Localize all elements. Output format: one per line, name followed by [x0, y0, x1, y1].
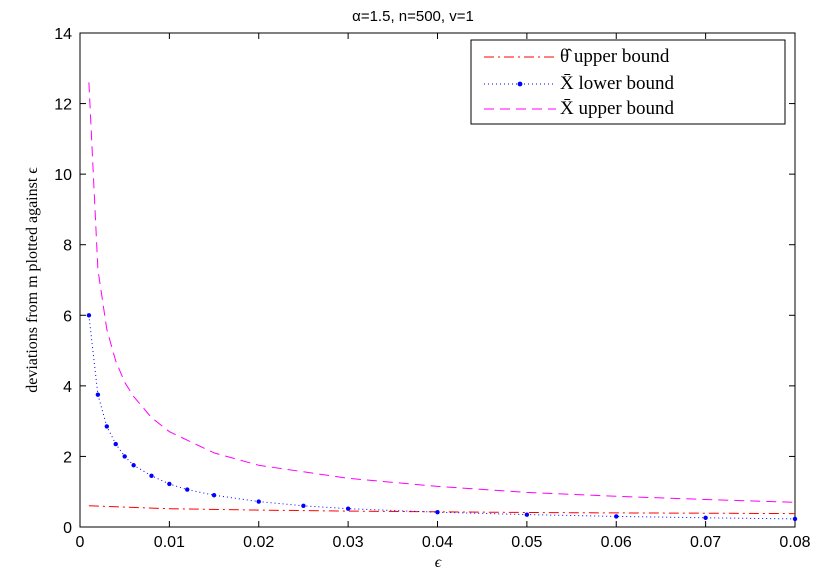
legend-marker-xbar-lower — [517, 81, 523, 87]
legend-box — [470, 39, 786, 125]
data-point-xbar-lower — [185, 487, 190, 492]
y-tick-label: 0 — [63, 520, 72, 537]
data-point-xbar-lower — [256, 499, 261, 504]
data-point-xbar-lower — [703, 515, 708, 521]
data-point-xbar-lower — [131, 463, 136, 468]
data-point-xbar-lower — [435, 509, 440, 515]
legend-label-xbar-upper: X̄ upper bound — [560, 98, 674, 119]
x-axis: 0 0.01 0.02 0.03 0.04 0.05 0.06 0.07 0.08 — [76, 33, 811, 551]
series-layer — [86, 82, 798, 522]
y-axis-label: deviations from m plotted against ϵ — [24, 167, 41, 393]
data-point-xbar-lower — [122, 454, 127, 459]
x-tick-label: 0.01 — [154, 534, 185, 551]
x-tick-label: 0.03 — [333, 534, 364, 551]
x-tick-label: 0.02 — [243, 534, 274, 551]
y-axis: 0 2 4 6 8 10 12 14 — [54, 26, 795, 537]
x-axis-label: ϵ — [435, 554, 442, 571]
data-point-xbar-lower — [149, 473, 154, 479]
y-tick-label: 4 — [63, 379, 72, 396]
y-tick-label: 12 — [54, 97, 72, 114]
data-point-xbar-lower — [86, 313, 92, 318]
data-point-xbar-lower — [614, 514, 619, 519]
y-tick-label: 10 — [54, 167, 72, 184]
x-tick-label: 0 — [76, 534, 85, 551]
data-point-xbar-lower — [211, 493, 217, 498]
y-tick-label: 8 — [63, 238, 72, 255]
series-line-xbar-upper — [88, 82, 796, 503]
y-tick-label: 2 — [63, 449, 72, 466]
data-point-xbar-lower — [113, 441, 118, 447]
legend-label-xbar-lower: X̄ lower bound — [560, 73, 674, 94]
y-tick-label: 14 — [54, 26, 72, 43]
data-point-xbar-lower — [345, 506, 351, 511]
y-tick-label: 6 — [63, 308, 72, 325]
x-tick-label: 0.08 — [779, 534, 810, 551]
x-tick-label: 0.05 — [511, 534, 542, 551]
x-tick-label: 0.06 — [601, 534, 632, 551]
x-tick-label: 0.04 — [422, 534, 453, 551]
chart-title: α=1.5, n=500, v=1 — [352, 8, 474, 25]
data-point-xbar-lower — [301, 503, 306, 509]
data-point-xbar-lower — [95, 392, 101, 397]
legend: θ̂ upper bound X̄ lower bound X̄ upper bou… — [470, 39, 786, 125]
legend-label-theta-hat-upper: θ̂ upper bound — [560, 46, 670, 67]
x-tick-label: 0.07 — [690, 534, 721, 551]
data-point-xbar-lower — [167, 481, 172, 487]
data-point-xbar-lower — [104, 424, 110, 429]
data-point-xbar-lower — [792, 516, 798, 522]
data-point-xbar-lower — [524, 512, 530, 517]
